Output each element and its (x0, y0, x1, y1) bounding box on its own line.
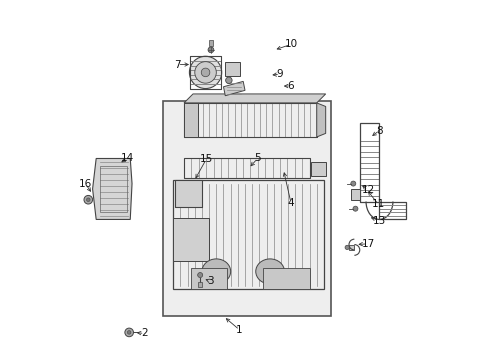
Circle shape (190, 56, 221, 89)
Polygon shape (317, 103, 326, 137)
Text: 17: 17 (362, 239, 375, 249)
Text: 4: 4 (288, 198, 294, 208)
Text: 8: 8 (376, 126, 383, 135)
Text: 3: 3 (207, 276, 214, 286)
Bar (311, 162, 326, 176)
Text: 7: 7 (174, 59, 181, 69)
Circle shape (353, 206, 358, 211)
Circle shape (208, 47, 214, 53)
Bar (379, 202, 406, 220)
Bar (184, 103, 317, 137)
Bar (360, 123, 379, 202)
Polygon shape (351, 189, 360, 200)
Text: 2: 2 (141, 328, 148, 338)
Circle shape (345, 245, 349, 249)
Circle shape (197, 273, 203, 278)
Polygon shape (223, 81, 245, 96)
Circle shape (225, 77, 232, 84)
Bar (198, 282, 202, 287)
Polygon shape (184, 103, 198, 137)
Text: 14: 14 (121, 153, 134, 163)
Polygon shape (184, 94, 326, 103)
Bar (209, 40, 213, 46)
Circle shape (127, 330, 131, 334)
Circle shape (195, 62, 216, 83)
Text: 13: 13 (373, 216, 386, 225)
Bar (163, 101, 331, 316)
Text: 15: 15 (199, 154, 213, 164)
Text: 12: 12 (362, 185, 375, 195)
Circle shape (351, 181, 356, 186)
Text: 10: 10 (284, 40, 297, 49)
Bar (225, 62, 240, 76)
Ellipse shape (256, 259, 285, 284)
Polygon shape (191, 268, 227, 289)
Circle shape (201, 68, 210, 77)
Text: 5: 5 (254, 153, 261, 163)
Text: 6: 6 (288, 81, 294, 91)
Ellipse shape (202, 259, 231, 284)
Text: 16: 16 (79, 179, 92, 189)
Bar (184, 158, 310, 178)
Text: 11: 11 (372, 199, 385, 210)
Polygon shape (263, 268, 310, 289)
Polygon shape (93, 158, 132, 220)
Circle shape (87, 198, 90, 202)
Text: 1: 1 (236, 325, 243, 335)
Text: 9: 9 (277, 69, 283, 79)
Circle shape (125, 328, 133, 337)
Polygon shape (173, 218, 209, 261)
Bar (175, 180, 202, 207)
Polygon shape (349, 244, 354, 250)
Circle shape (84, 195, 93, 204)
